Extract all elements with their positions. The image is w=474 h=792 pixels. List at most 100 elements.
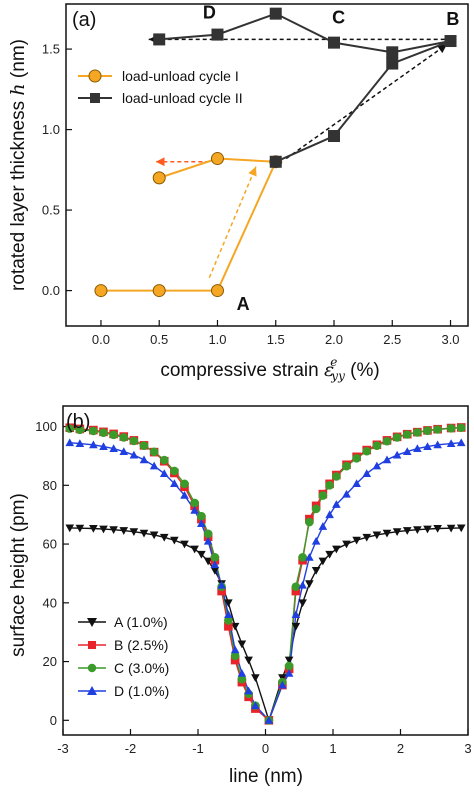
data-point-b-3 — [119, 433, 129, 442]
point-label-B: B — [446, 9, 459, 29]
data-point-b-3 — [372, 441, 382, 450]
a-x-tick-label: 0.0 — [92, 332, 110, 347]
data-point-b-1 — [224, 599, 233, 608]
data-point-b-3 — [89, 426, 98, 436]
data-point-b-2 — [230, 655, 240, 665]
data-point-b-2 — [224, 622, 233, 631]
dashed-arrow — [208, 166, 257, 278]
data-point-b-4 — [75, 439, 85, 448]
data-point-b-4 — [244, 686, 253, 695]
legend-b: A (1.0%) B (2.5%) C (3.0%) D (1.0%) — [78, 614, 169, 699]
data-point-b-4 — [284, 669, 294, 677]
data-point-b-1 — [237, 640, 247, 649]
data-point-a-1 — [94, 284, 108, 298]
data-point-b-4 — [305, 552, 314, 561]
data-point-b-3 — [325, 481, 334, 490]
data-point-b-3 — [159, 455, 169, 465]
data-point-b-4 — [413, 444, 422, 453]
data-point-b-3 — [291, 582, 301, 591]
data-point-b-3 — [210, 552, 220, 562]
data-point-b-1 — [197, 550, 206, 559]
data-point-b-1 — [149, 531, 159, 540]
data-point-b-1 — [318, 557, 328, 566]
data-point-b-3 — [332, 472, 341, 481]
a-x-tick-label: 3.0 — [441, 332, 459, 347]
data-point-b-4 — [180, 491, 189, 499]
data-point-b-4 — [89, 440, 98, 449]
data-point-b-4 — [119, 447, 129, 455]
data-point-b-4 — [423, 442, 432, 450]
data-point-b-3 — [392, 433, 402, 442]
data-point-b-3 — [139, 441, 149, 450]
b-y-tick-label: 20 — [43, 654, 57, 669]
data-point-b-1 — [65, 524, 75, 533]
data-point-b-3 — [382, 436, 392, 446]
a-x-tick-label: 2.5 — [383, 332, 401, 347]
data-point-b-1 — [423, 525, 432, 534]
legend-a-text-1: load-unload cycle I — [122, 68, 239, 84]
b-x-tick-label: 2 — [397, 741, 404, 756]
data-point-b-4 — [251, 701, 260, 710]
data-point-b-3 — [190, 498, 199, 508]
data-point-b-3 — [109, 430, 118, 440]
y-axis-title-b: surface height (pm) — [8, 493, 29, 657]
b-x-tick-label: 3 — [464, 741, 471, 756]
data-point-b-1 — [402, 527, 412, 535]
b-y-tick-label: 0 — [50, 713, 57, 728]
series-line-a-2 — [159, 12, 451, 163]
data-point-b-3 — [284, 661, 294, 671]
data-point-b-3 — [149, 447, 159, 457]
legend-b-marker-3 — [87, 663, 97, 673]
data-point-b-2 — [217, 586, 226, 596]
data-point-b-4 — [197, 519, 206, 527]
legend-b-text-1: A (1.0%) — [114, 614, 168, 630]
data-point-a-2 — [269, 155, 282, 168]
data-point-b-1 — [109, 526, 118, 534]
data-point-b-3 — [170, 466, 179, 476]
data-point-b-1 — [332, 545, 341, 554]
b-x-tick-label: -2 — [125, 741, 137, 756]
data-point-b-4 — [311, 536, 321, 545]
legend-b-text-3: C (3.0%) — [114, 660, 169, 676]
data-point-b-1 — [284, 656, 294, 665]
data-point-a-1 — [152, 171, 166, 185]
data-point-b-4 — [190, 505, 199, 514]
data-point-b-1 — [298, 599, 307, 608]
data-point-b-1 — [372, 531, 382, 540]
legend-a: load-unload cycle I load-unload cycle II — [78, 68, 243, 106]
data-point-b-4 — [342, 489, 351, 498]
data-point-b-1 — [392, 528, 402, 537]
data-point-b-3 — [423, 426, 432, 435]
data-point-a-2 — [211, 28, 224, 41]
data-point-b-3 — [237, 674, 247, 684]
data-point-a-2 — [328, 36, 340, 49]
data-point-b-3 — [352, 453, 361, 463]
b-x-tick-label: 0 — [262, 741, 269, 756]
b-y-tick-label: 40 — [43, 595, 57, 610]
plot-frame-a — [65, 3, 469, 327]
series-group-b — [65, 423, 466, 725]
data-point-b-3 — [298, 552, 307, 562]
data-point-b-1 — [251, 674, 260, 683]
legend-b-marker-2 — [88, 641, 96, 649]
data-point-b-4 — [318, 522, 328, 530]
data-point-b-1 — [305, 580, 314, 589]
data-point-a-2 — [444, 35, 457, 48]
dashed-arrow — [285, 43, 448, 160]
data-point-b-4 — [224, 610, 233, 619]
data-point-b-2 — [291, 586, 301, 596]
data-point-b-4 — [99, 442, 108, 450]
data-point-b-1 — [170, 536, 179, 545]
data-point-b-3 — [311, 504, 321, 514]
data-point-b-1 — [75, 524, 85, 533]
b-x-tick-label: -3 — [57, 741, 69, 756]
data-point-b-3 — [446, 424, 456, 433]
data-point-b-1 — [342, 540, 351, 549]
legend-b-marker-4 — [87, 686, 97, 695]
b-y-tick-label: 100 — [35, 419, 57, 434]
data-point-b-1 — [89, 525, 98, 533]
data-point-b-4 — [237, 669, 247, 677]
a-x-tick-label: 2.0 — [325, 332, 343, 347]
a-y-tick-label: 0.5 — [42, 203, 60, 218]
data-point-b-1 — [413, 526, 422, 534]
